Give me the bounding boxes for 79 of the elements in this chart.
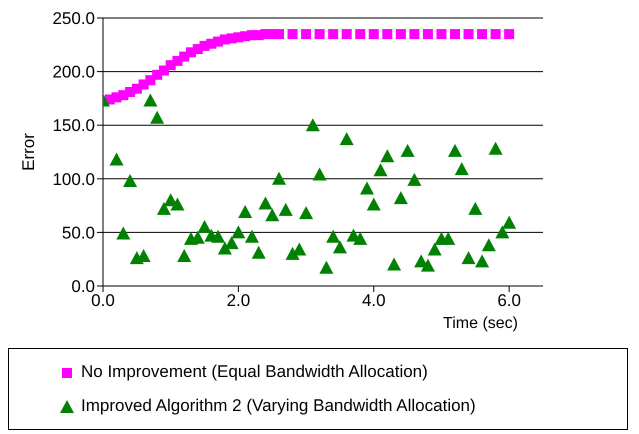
y-tick-label: 200.0: [52, 62, 95, 82]
point: [420, 258, 435, 272]
point: [360, 181, 374, 194]
y-axis-title: Error: [19, 132, 38, 171]
point: [314, 29, 325, 40]
point: [382, 29, 392, 40]
x-tick-label: 4.0: [362, 291, 386, 310]
point: [454, 162, 469, 176]
point: [368, 29, 379, 40]
legend-label: Improved Algorithm 2 (Varying Bandwidth Allocation): [81, 396, 476, 416]
point: [394, 191, 408, 204]
point: [400, 144, 415, 157]
point: [170, 198, 184, 211]
point: [116, 226, 130, 240]
point: [244, 230, 259, 243]
x-axis-title: Time (sec): [443, 315, 518, 332]
point: [177, 248, 192, 262]
point: [436, 29, 446, 40]
y-tick-label: 150.0: [52, 116, 95, 136]
point: [340, 132, 354, 146]
point: [306, 118, 320, 132]
y-tick-label: 100.0: [52, 170, 95, 189]
point: [374, 163, 388, 176]
point: [462, 251, 476, 264]
y-tick-label: 50.0: [62, 223, 95, 242]
point: [326, 230, 340, 243]
point: [482, 238, 496, 252]
point: [272, 172, 286, 185]
point: [278, 202, 293, 216]
point: [422, 29, 433, 40]
point: [224, 236, 239, 250]
point: [464, 29, 474, 40]
point: [332, 240, 347, 254]
point: [319, 260, 334, 274]
point: [387, 258, 402, 271]
point: [110, 152, 124, 166]
point: [301, 29, 312, 40]
point: [198, 220, 212, 234]
point: [488, 142, 503, 155]
point: [366, 198, 381, 211]
point: [328, 29, 338, 40]
point: [274, 29, 284, 40]
point: [407, 172, 422, 186]
point: [502, 216, 516, 229]
point: [490, 29, 501, 40]
point: [495, 225, 510, 238]
point: [441, 232, 456, 245]
point: [448, 144, 462, 157]
y-tick-label: 250.0: [52, 9, 95, 28]
point: [211, 230, 226, 243]
point: [468, 202, 482, 215]
point: [342, 29, 352, 40]
point: [156, 202, 171, 215]
point: [258, 196, 272, 210]
point: [380, 149, 394, 162]
point: [477, 29, 488, 40]
point: [265, 208, 280, 222]
point: [428, 242, 442, 256]
point: [231, 225, 246, 238]
legend-label: No Improvement (Equal Bandwidth Allocation): [81, 362, 428, 382]
point: [396, 29, 406, 40]
x-tick-label: 2.0: [226, 291, 250, 310]
point: [475, 254, 490, 268]
point: [123, 174, 138, 187]
point: [355, 29, 366, 40]
x-tick-label: 6.0: [497, 291, 521, 310]
point: [353, 232, 368, 245]
point: [288, 29, 298, 40]
point: [504, 29, 514, 40]
point: [450, 29, 460, 40]
point: [238, 205, 252, 218]
point: [150, 110, 164, 124]
point: [312, 168, 327, 181]
point: [143, 94, 158, 107]
point: [218, 241, 232, 254]
x-tick-label: 0.0: [91, 291, 115, 310]
point: [409, 29, 420, 40]
point: [252, 246, 266, 259]
point: [299, 206, 314, 220]
